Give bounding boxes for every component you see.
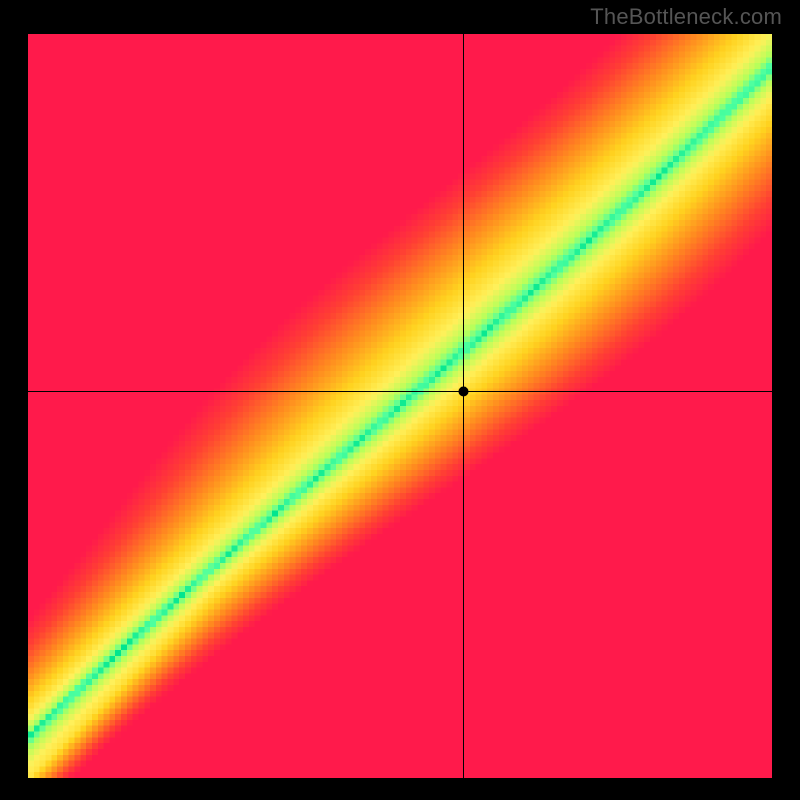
crosshair-overlay	[28, 34, 772, 778]
chart-container: TheBottleneck.com	[0, 0, 800, 800]
watermark-text: TheBottleneck.com	[590, 4, 782, 30]
